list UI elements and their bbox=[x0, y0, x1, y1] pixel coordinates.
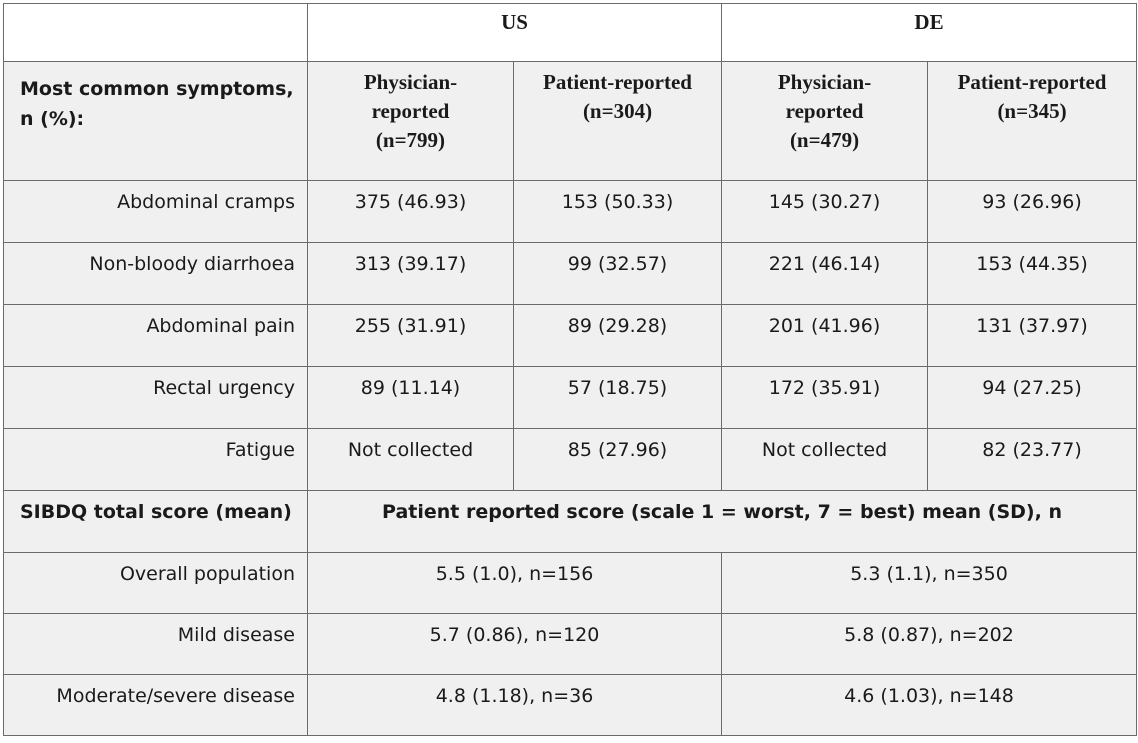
sibdq-row-label: Moderate/severe disease bbox=[3, 674, 308, 736]
sibdq-score-header: Patient reported score (scale 1 = worst,… bbox=[306, 490, 1138, 553]
us-physician-value: Not collected bbox=[307, 428, 514, 491]
sibdq-de-value: 5.8 (0.87), n=202 bbox=[721, 613, 1138, 675]
us-patient-value: 89 (29.28) bbox=[512, 304, 723, 367]
de-patient-value: 131 (37.97) bbox=[927, 304, 1138, 367]
col-header-us-physician: Physician-reported (n=799) bbox=[307, 61, 514, 181]
sibdq-section-label: SIBDQ total score (mean) bbox=[3, 490, 308, 553]
sibdq-us-value: 4.8 (1.18), n=36 bbox=[306, 674, 723, 736]
us-patient-value: 153 (50.33) bbox=[512, 180, 723, 243]
sibdq-row-label: Mild disease bbox=[3, 613, 308, 675]
de-patient-value: 153 (44.35) bbox=[927, 242, 1138, 305]
sibdq-de-value: 5.3 (1.1), n=350 bbox=[721, 552, 1138, 614]
de-physician-value: 145 (30.27) bbox=[721, 180, 929, 243]
sibdq-us-value: 5.7 (0.86), n=120 bbox=[306, 613, 723, 675]
col-header-us-patient: Patient-reported (n=304) bbox=[512, 61, 723, 181]
country-header-de: DE bbox=[721, 3, 1138, 62]
sibdq-us-value: 5.5 (1.0), n=156 bbox=[306, 552, 723, 614]
symptoms-table: US DE Most common symptoms, n (%): Physi… bbox=[3, 3, 1138, 736]
col-header-de-patient: Patient-reported (n=345) bbox=[927, 61, 1138, 181]
symptom-label: Rectal urgency bbox=[3, 366, 308, 429]
table-row: Fatigue Not collected 85 (27.96) Not col… bbox=[3, 428, 1138, 491]
country-header-us: US bbox=[306, 3, 723, 62]
column-header-row: Most common symptoms, n (%): Physician-r… bbox=[3, 61, 1138, 181]
symptom-label: Fatigue bbox=[3, 428, 308, 491]
table-row: Moderate/severe disease 4.8 (1.18), n=36… bbox=[3, 674, 1138, 736]
us-patient-value: 57 (18.75) bbox=[512, 366, 723, 429]
sibdq-header-row: SIBDQ total score (mean) Patient reporte… bbox=[3, 490, 1138, 553]
us-patient-value: 99 (32.57) bbox=[512, 242, 723, 305]
de-physician-value: 201 (41.96) bbox=[721, 304, 929, 367]
de-physician-value: 221 (46.14) bbox=[721, 242, 929, 305]
symptom-label: Abdominal pain bbox=[3, 304, 308, 367]
de-patient-value: 93 (26.96) bbox=[927, 180, 1138, 243]
de-patient-value: 94 (27.25) bbox=[927, 366, 1138, 429]
us-physician-value: 375 (46.93) bbox=[307, 180, 514, 243]
de-physician-value: Not collected bbox=[721, 428, 929, 491]
symptom-label: Non-bloody diarrhoea bbox=[3, 242, 308, 305]
table-container: US DE Most common symptoms, n (%): Physi… bbox=[3, 3, 1138, 736]
table-row: Abdominal cramps 375 (46.93) 153 (50.33)… bbox=[3, 180, 1138, 243]
table-row: Mild disease 5.7 (0.86), n=120 5.8 (0.87… bbox=[3, 613, 1138, 675]
us-physician-value: 255 (31.91) bbox=[307, 304, 514, 367]
table-row: Abdominal pain 255 (31.91) 89 (29.28) 20… bbox=[3, 304, 1138, 367]
col-header-de-physician: Physician-reported (n=479) bbox=[721, 61, 929, 181]
empty-corner-cell bbox=[3, 3, 308, 62]
row-header-symptoms: Most common symptoms, n (%): bbox=[3, 61, 308, 181]
sibdq-row-label: Overall population bbox=[3, 552, 308, 614]
sibdq-de-value: 4.6 (1.03), n=148 bbox=[721, 674, 1138, 736]
us-physician-value: 313 (39.17) bbox=[307, 242, 514, 305]
table-row: Rectal urgency 89 (11.14) 57 (18.75) 172… bbox=[3, 366, 1138, 429]
de-patient-value: 82 (23.77) bbox=[927, 428, 1138, 491]
de-physician-value: 172 (35.91) bbox=[721, 366, 929, 429]
table-row: Non-bloody diarrhoea 313 (39.17) 99 (32.… bbox=[3, 242, 1138, 305]
country-header-row: US DE bbox=[3, 3, 1138, 62]
symptom-label: Abdominal cramps bbox=[3, 180, 308, 243]
table-row: Overall population 5.5 (1.0), n=156 5.3 … bbox=[3, 552, 1138, 614]
us-patient-value: 85 (27.96) bbox=[512, 428, 723, 491]
us-physician-value: 89 (11.14) bbox=[307, 366, 514, 429]
